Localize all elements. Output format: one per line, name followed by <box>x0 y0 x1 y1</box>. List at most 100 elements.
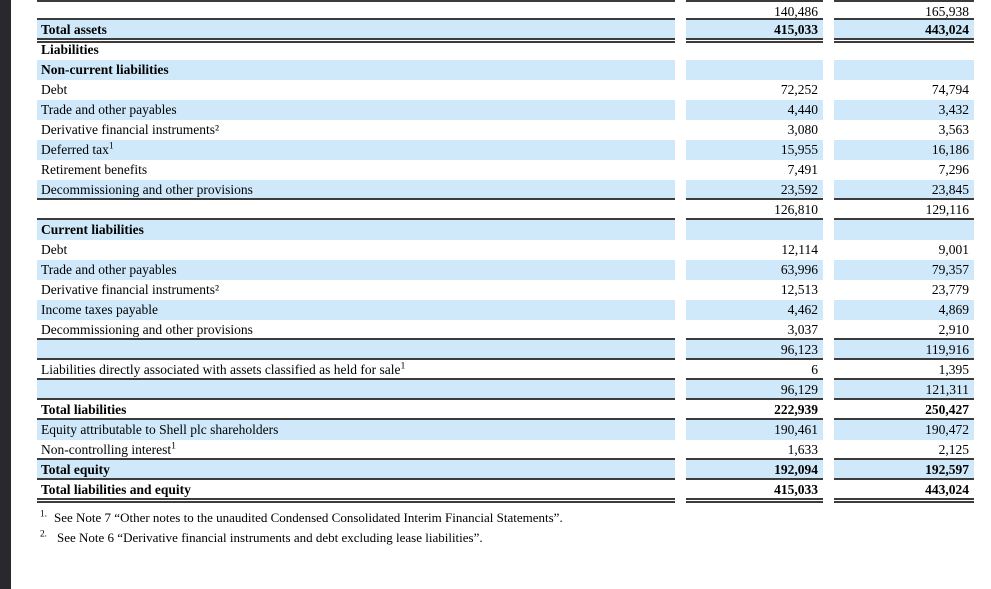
row-value-col1: 126,810 <box>686 200 823 220</box>
table-row: 96,123 119,916 <box>37 340 974 360</box>
row-value-col2: 7,296 <box>938 162 969 177</box>
row-value-col1: 96,123 <box>686 340 823 360</box>
row-value-col2: 79,357 <box>834 260 974 280</box>
row-value-col2 <box>834 220 974 240</box>
table-row: Current liabilities <box>37 220 974 240</box>
table-row: Non-controlling interest1 1,633 2,125 <box>37 440 974 460</box>
row-value-col2: 74,794 <box>931 82 969 97</box>
row-value-col2: 3,563 <box>938 122 969 137</box>
row-value-col1: 415,033 <box>686 20 823 43</box>
row-value-col2: 129,116 <box>834 200 974 220</box>
row-label: Liabilities <box>41 42 99 57</box>
row-label: Equity attributable to Shell plc shareho… <box>37 420 675 440</box>
row-value-col1 <box>686 60 823 80</box>
table-row: 96,129 121,311 <box>37 380 974 400</box>
table-row: Income taxes payable 4,462 4,869 <box>37 300 974 320</box>
row-value-col2: 23,779 <box>931 282 969 297</box>
table-row: Debt 72,252 74,794 <box>37 80 974 100</box>
row-value-col1: 1,633 <box>686 440 823 460</box>
table-row: Total equity 192,094 192,597 <box>37 460 974 480</box>
row-value-col1: 7,491 <box>787 162 818 177</box>
row-value-col2: 16,186 <box>834 140 974 160</box>
row-label: Total liabilities and equity <box>37 480 675 503</box>
row-value-col2: 1,395 <box>834 360 974 380</box>
row-value-col1: 3,037 <box>686 320 823 340</box>
row-value-col2 <box>834 60 974 80</box>
row-label <box>37 340 675 360</box>
row-value-col2: 165,938 <box>834 0 974 20</box>
table-row: Trade and other payables 63,996 79,357 <box>37 260 974 280</box>
row-label: Total liabilities <box>37 400 675 420</box>
row-label <box>37 200 675 220</box>
table-row: Retirement benefits 7,491 7,296 <box>37 160 974 180</box>
footnote-reference: 1 <box>171 440 176 452</box>
row-value-col2: 192,597 <box>834 460 974 480</box>
table-row: 140,486 165,938 <box>37 0 974 20</box>
row-label: Liabilities directly associated with ass… <box>37 360 675 380</box>
row-value-col2 <box>834 40 974 60</box>
footnote-marker: 1. <box>40 509 48 520</box>
row-label: Debt <box>41 82 68 97</box>
row-label: Non-controlling interest1 <box>37 440 675 460</box>
row-value-col1: 96,129 <box>686 380 823 400</box>
table-row: Liabilities <box>37 40 974 60</box>
table-row: Equity attributable to Shell plc shareho… <box>37 420 974 440</box>
footnote-reference: 1 <box>400 360 406 372</box>
row-label <box>37 0 675 20</box>
row-label: Decommissioning and other provisions <box>37 320 675 340</box>
row-value-col2: 2,910 <box>834 320 974 340</box>
row-value-col2: 443,024 <box>834 480 974 503</box>
row-label: Deferred tax1 <box>37 140 675 160</box>
row-value-col2: 250,427 <box>834 400 974 420</box>
row-value-col2: 23,845 <box>834 180 974 200</box>
row-value-col1: 23,592 <box>686 180 823 200</box>
row-value-col1: 4,462 <box>686 300 823 320</box>
table-row: Derivative financial instruments² 12,513 2… <box>37 280 974 300</box>
row-value-col1: 222,939 <box>686 400 823 420</box>
table-row: Total liabilities 222,939 250,427 <box>37 400 974 420</box>
row-value-col1: 4,440 <box>686 100 823 120</box>
footnote-marker: 2. <box>40 529 48 540</box>
table-row: Total assets 415,033 443,024 <box>37 20 974 43</box>
row-value-col1: 3,080 <box>787 122 818 137</box>
table-row: Decommissioning and other provisions 3,03… <box>37 320 974 340</box>
footnote-text: See Note 6 “Derivative financial instrum… <box>57 530 483 545</box>
table-row: Derivative financial instruments² 3,080 3,… <box>37 120 974 140</box>
footnote: 2. See Note 6 “Derivative financial instr… <box>40 528 991 548</box>
row-value-col1: 140,486 <box>686 0 823 20</box>
viewer-edge-strip <box>0 0 11 589</box>
row-value-col1 <box>686 40 823 60</box>
row-label <box>37 380 675 400</box>
row-value-col2: 2,125 <box>834 440 974 460</box>
row-label: Total assets <box>37 20 675 43</box>
row-label: Derivative financial instruments² <box>41 282 219 297</box>
row-value-col2: 4,869 <box>834 300 974 320</box>
row-value-col1: 6 <box>686 360 823 380</box>
row-value-col1: 63,996 <box>686 260 823 280</box>
table-row: Liabilities directly associated with ass… <box>37 360 974 380</box>
row-label: Trade and other payables <box>37 100 675 120</box>
footnote-text: See Note 7 “Other notes to the unaudited… <box>54 510 563 525</box>
row-value-col2: 443,024 <box>834 20 974 43</box>
footnote: 1. See Note 7 “Other notes to the unaudit… <box>40 508 991 528</box>
row-value-col1: 190,461 <box>686 420 823 440</box>
row-value-col1: 72,252 <box>780 82 818 97</box>
table-row: Non-current liabilities <box>37 60 974 80</box>
row-label: Decommissioning and other provisions <box>37 180 675 200</box>
row-value-col1: 12,114 <box>781 242 818 257</box>
row-label: Current liabilities <box>37 220 675 240</box>
row-label: Income taxes payable <box>37 300 675 320</box>
row-label: Retirement benefits <box>41 162 148 177</box>
pdf-page: 140,486 165,938 Total assets 415,033 443,024… <box>11 0 991 589</box>
row-value-col2: 121,311 <box>834 380 974 400</box>
row-label: Total equity <box>37 460 675 480</box>
row-value-col1: 192,094 <box>686 460 823 480</box>
table-row: Trade and other payables 4,440 3,432 <box>37 100 974 120</box>
footnote-reference: 1 <box>108 140 114 152</box>
row-value-col1: 415,033 <box>686 480 823 503</box>
table-row: Total liabilities and equity 415,033 443,0… <box>37 480 974 503</box>
row-value-col1: 15,955 <box>686 140 823 160</box>
table-row: Debt 12,114 9,001 <box>37 240 974 260</box>
row-value-col2: 119,916 <box>834 340 974 360</box>
